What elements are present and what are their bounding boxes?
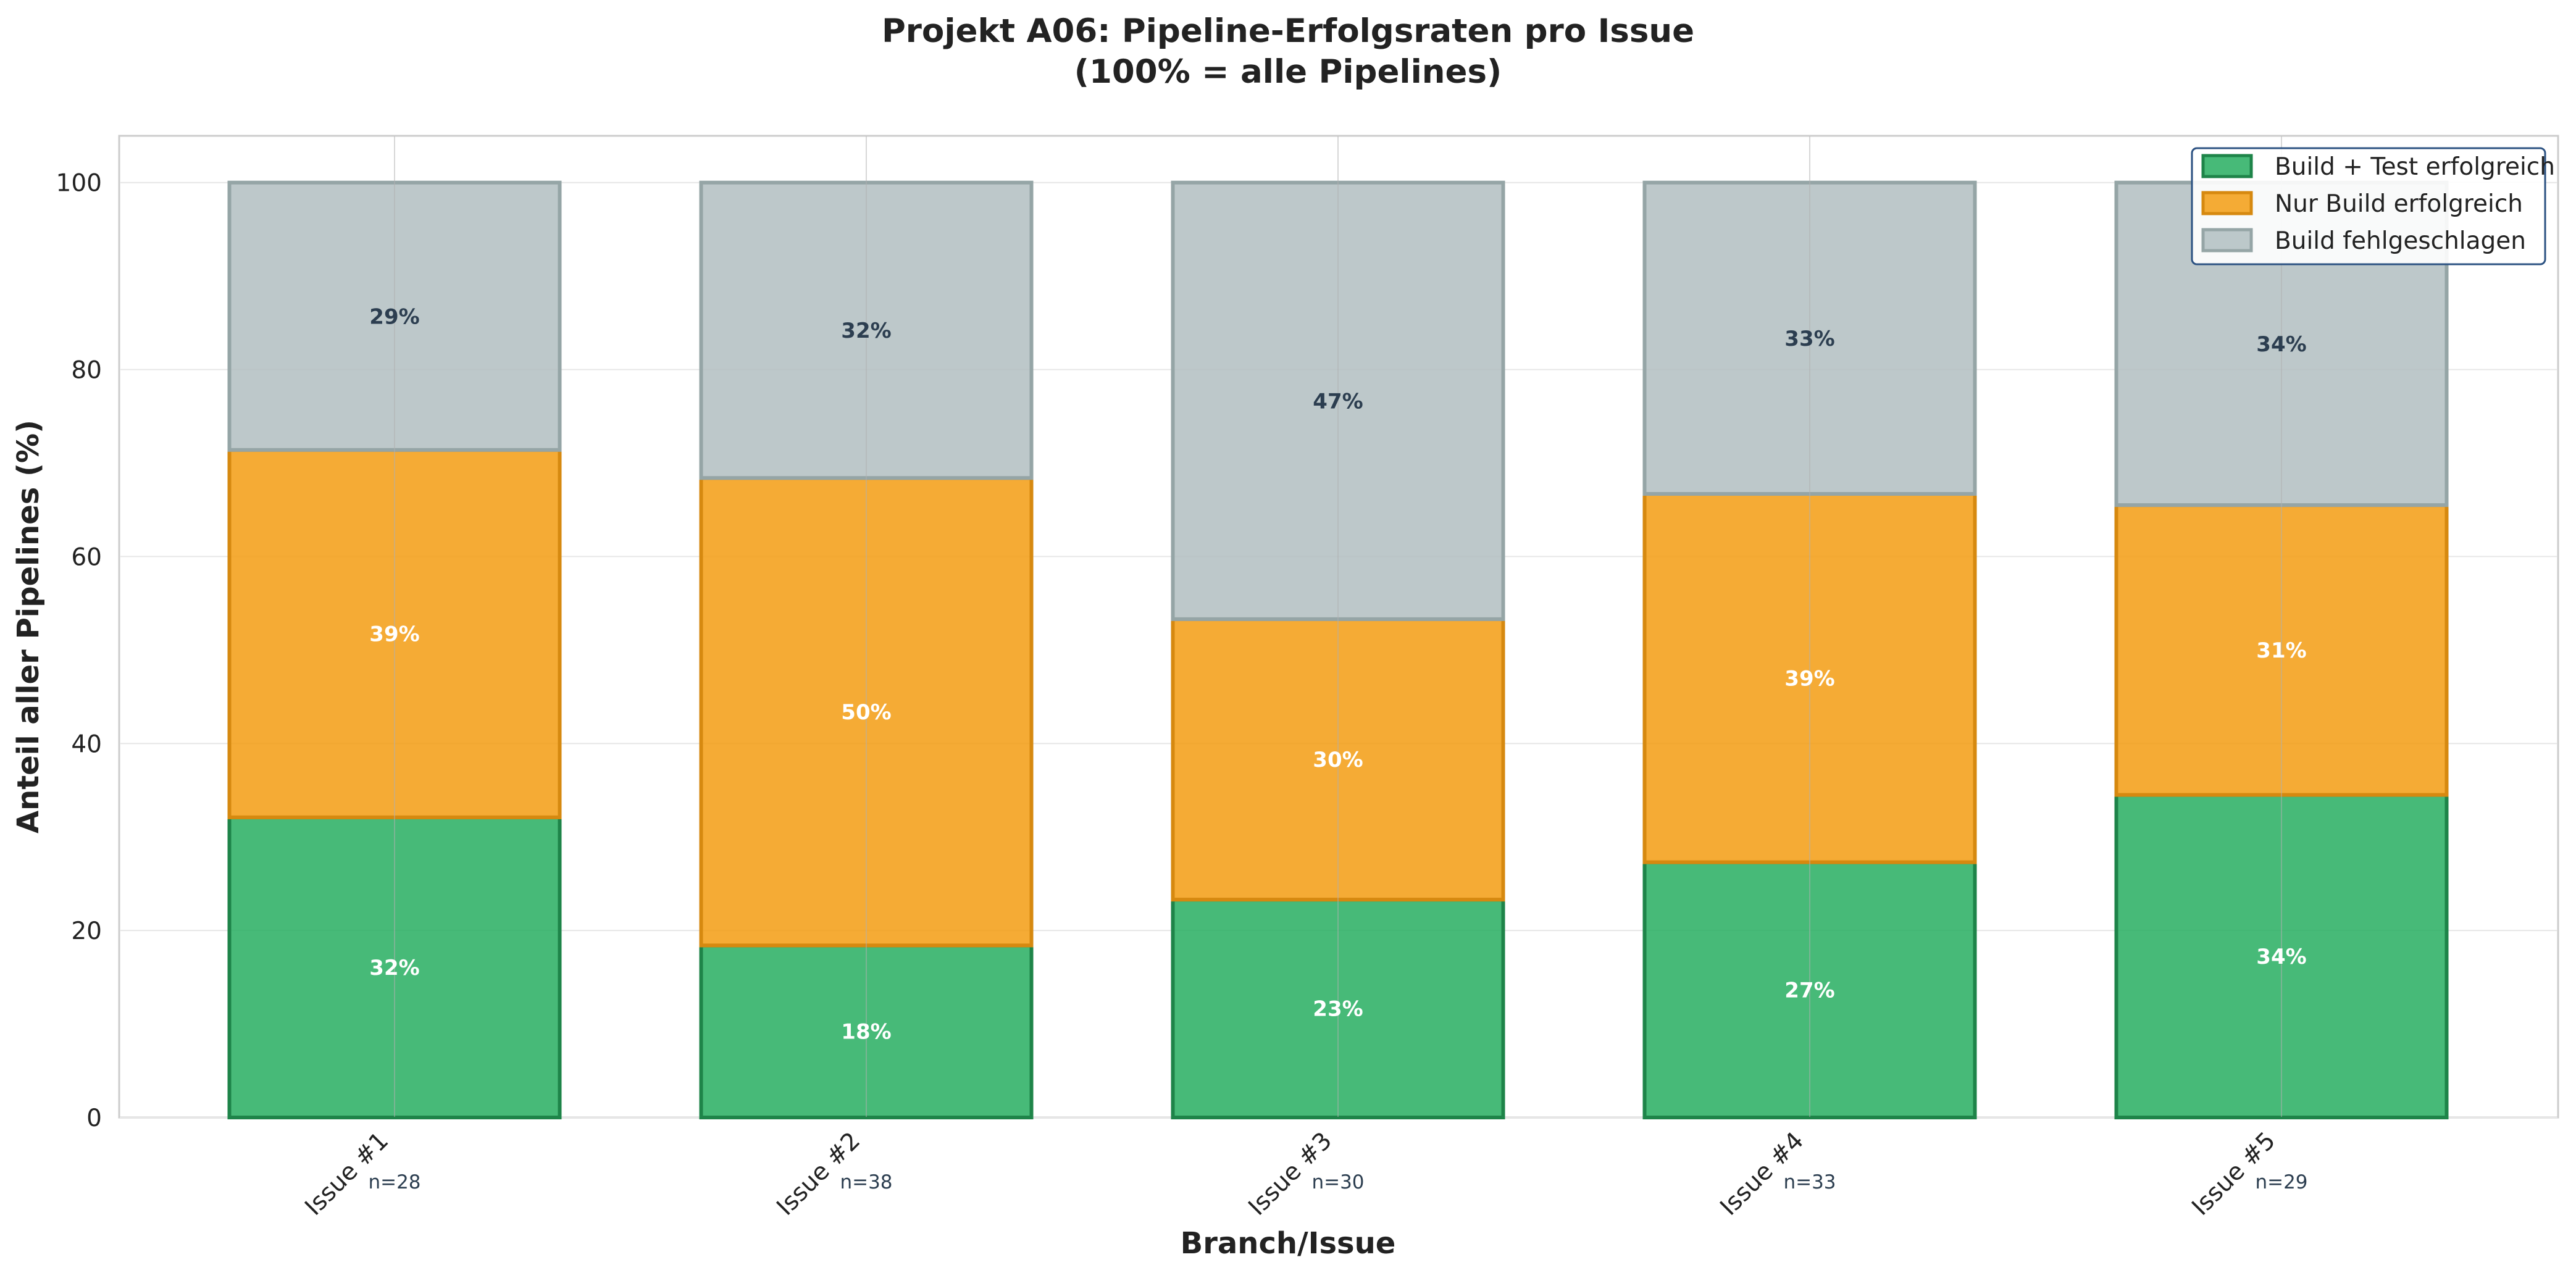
y-tick-40: 40 (71, 730, 102, 758)
sample-count-issue-2: n=38 (840, 1171, 892, 1193)
legend: Build + Test erfolgreich Nur Build erfolg… (2191, 147, 2555, 265)
y-tick-60: 60 (71, 543, 102, 571)
sample-count-issue-5: n=29 (2255, 1171, 2307, 1193)
legend-swatch-2 (2201, 191, 2253, 215)
legend-swatch-3 (2201, 228, 2253, 253)
segment-label-2-issue-4: 39% (1784, 666, 1834, 691)
segment-label-2-issue-2: 50% (841, 700, 891, 725)
legend-label-2: Nur Build erfolgreich (2275, 190, 2523, 218)
segment-label-2-issue-5: 31% (2256, 638, 2306, 663)
chart-title: Projekt A06: Pipeline-Erfolgsraten pro I… (882, 12, 1694, 50)
segment-label-3-issue-4: 33% (1784, 327, 1834, 351)
sample-count-issue-3: n=30 (1311, 1171, 1364, 1193)
sample-count-issue-1: n=28 (368, 1171, 420, 1193)
chart-subtitle: (100% = alle Pipelines) (1074, 53, 1502, 91)
vertical-gridlines (394, 136, 2282, 1117)
y-tick-0: 0 (86, 1105, 102, 1132)
segment-label-2-issue-1: 39% (369, 622, 419, 646)
segment-label-1-issue-1: 32% (369, 956, 419, 980)
y-tick-20: 20 (71, 917, 102, 945)
y-tick-100: 100 (56, 170, 102, 198)
segment-label-3-issue-3: 47% (1313, 389, 1363, 414)
segment-label-2-issue-3: 30% (1313, 748, 1363, 772)
segment-label-3-issue-5: 34% (2256, 332, 2306, 357)
y-tick-80: 80 (71, 357, 102, 385)
segment-label-3-issue-2: 32% (841, 319, 891, 343)
y-axis-label: Anteil aller Pipelines (%) (11, 420, 46, 833)
legend-box (2191, 147, 2546, 265)
legend-label-3: Build fehlgeschlagen (2275, 227, 2526, 255)
x-tick-labels: Issue #1n=28 Issue #2n=38 Issue #3n=30 Issu… (300, 1127, 2308, 1221)
segment-label-3-issue-1: 29% (369, 304, 419, 329)
y-tick-labels: 0 20 40 60 80 100 (56, 170, 102, 1132)
segment-labels: 32% 39% 29% 18% 50% 32% 23% 30% 47% 27% 39% 33% 34% 3… (369, 304, 2306, 1044)
segment-label-1-issue-4: 27% (1784, 978, 1834, 1003)
legend-swatch-1 (2201, 154, 2253, 178)
segment-label-1-issue-2: 18% (841, 1020, 891, 1045)
x-axis-label: Branch/Issue (1181, 1226, 1396, 1261)
sample-count-issue-4: n=33 (1783, 1171, 1836, 1193)
legend-label-1: Build + Test erfolgreich (2275, 153, 2555, 181)
segment-label-1-issue-3: 23% (1313, 997, 1363, 1022)
segment-label-1-issue-5: 34% (2256, 945, 2306, 969)
